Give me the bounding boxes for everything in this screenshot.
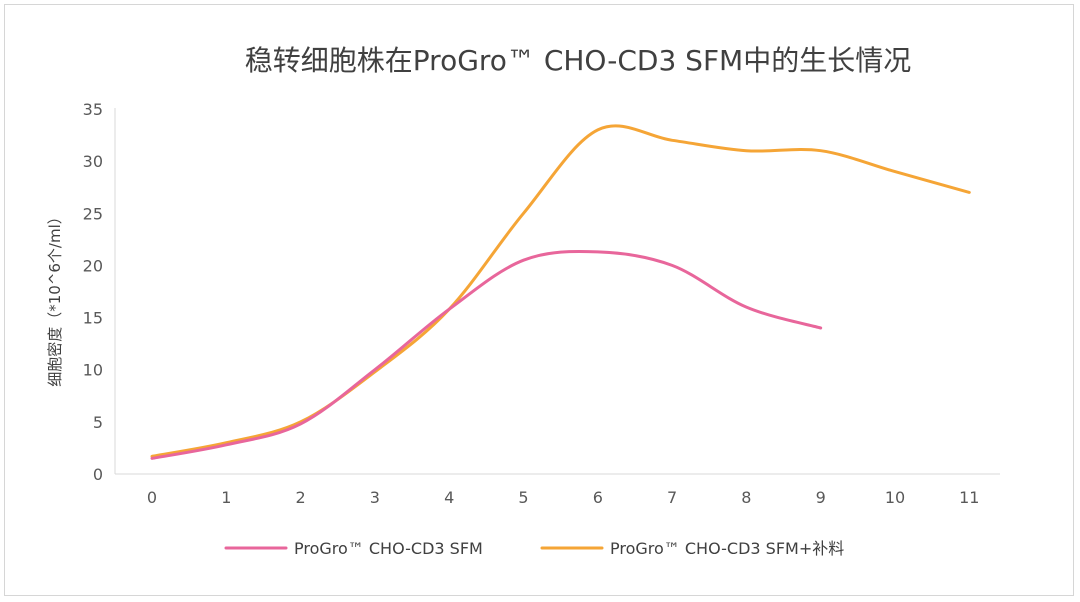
y-tick-label: 25 [83,204,103,223]
y-tick-labels: 0 5 10 15 20 25 30 35 [83,100,103,484]
x-tick-label: 11 [959,488,979,507]
x-tick-label: 3 [370,488,380,507]
y-tick-label: 0 [93,465,103,484]
y-tick-label: 5 [93,413,103,432]
x-tick-label: 1 [221,488,231,507]
y-tick-label: 20 [83,256,103,275]
x-tick-label: 2 [296,488,306,507]
y-axis-label: 细胞密度（*10^6个/ml） [46,209,64,387]
series-group [150,124,971,460]
x-tick-label: 7 [667,488,677,507]
x-tick-labels: 0 1 2 3 4 5 6 7 8 9 10 11 [147,488,980,507]
chart-title: 稳转细胞株在ProGro™ CHO-CD3 SFM中的生长情况 [245,44,911,77]
x-tick-label: 6 [593,488,603,507]
legend-label: ProGro™ CHO-CD3 SFM [294,539,483,558]
y-tick-label: 30 [83,152,103,171]
x-tick-label: 8 [741,488,751,507]
x-tick-label: 0 [147,488,157,507]
series-line [150,249,823,460]
y-tick-label: 35 [83,100,103,119]
chart-frame [4,4,1074,596]
x-tick-label: 4 [444,488,454,507]
legend: ProGro™ CHO-CD3 SFM ProGro™ CHO-CD3 SFM+补… [224,539,844,558]
x-tick-label: 10 [885,488,905,507]
series-line [150,124,971,458]
x-tick-label: 9 [816,488,826,507]
x-tick-label: 5 [518,488,528,507]
y-tick-label: 15 [83,309,103,328]
y-tick-label: 10 [83,361,103,380]
legend-label: ProGro™ CHO-CD3 SFM+补料 [610,539,844,558]
